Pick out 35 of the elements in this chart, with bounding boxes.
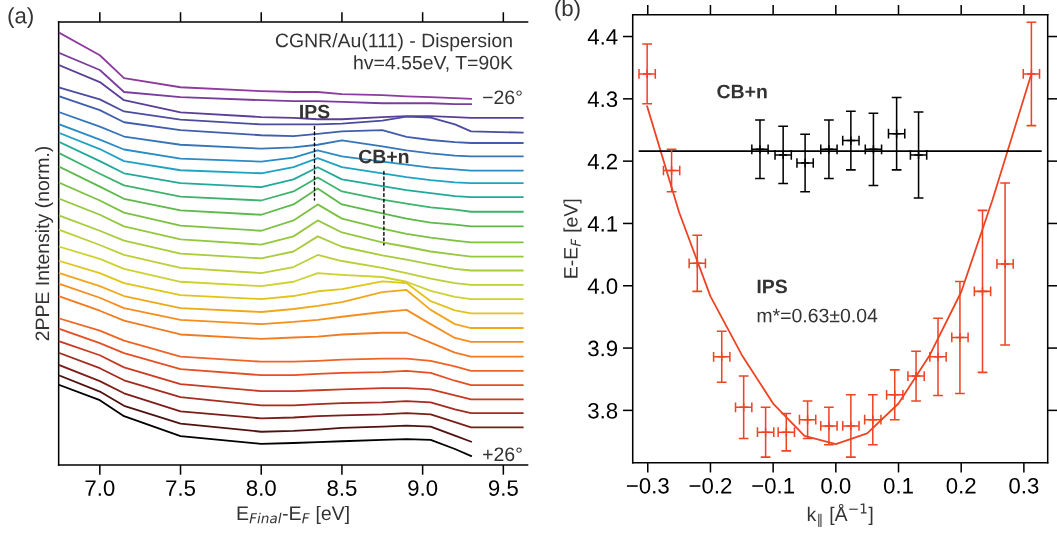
y-tick-label: 4.4: [587, 29, 618, 45]
annotation: IPS: [757, 279, 787, 294]
x-tick-label: 7.5: [166, 480, 196, 496]
x-tick-label: 8.5: [327, 480, 357, 496]
series-label: +26°: [483, 447, 522, 462]
x-tick-label: 9.5: [488, 480, 518, 496]
x-tick-label: 0.1: [883, 477, 913, 494]
annotation: CB+n: [359, 149, 409, 164]
x-tick-label: 8.0: [246, 480, 276, 496]
x-tick-label: 9.0: [408, 480, 438, 496]
series-label: −26°: [483, 90, 522, 105]
x-tick-label: 0.0: [821, 477, 851, 494]
x-tick-label: 7.0: [85, 480, 115, 496]
x-tick-label: 0.3: [1009, 477, 1039, 494]
y-axis-title: 2PPE Intensity (norm.): [34, 146, 54, 341]
annotation: CGNR/Au(111) - Dispersion: [275, 33, 512, 52]
annotation: CB+n: [717, 84, 767, 99]
y-tick-label: 4.3: [587, 91, 618, 108]
annotation: m*=0.63±0.04: [757, 308, 878, 323]
y-tick-label: 4.1: [587, 216, 618, 232]
y-tick-label: 4.0: [587, 278, 618, 295]
x-tick-label: −0.2: [689, 477, 732, 494]
annotation: hv=4.55eV, T=90K: [354, 55, 513, 72]
y-tick-label: 4.2: [587, 153, 618, 170]
chart-title: (a): [8, 7, 33, 28]
chart-title: (b): [555, 0, 580, 21]
x-tick-label: 0.2: [946, 477, 976, 494]
y-tick-label: 3.9: [588, 340, 618, 357]
x-axis-title: k$_{∥}$ [Å$^{−1}$]: [807, 503, 873, 528]
y-axis-title: E-E$_{F}$ [eV]: [563, 199, 582, 278]
x-tick-label: −0.1: [752, 477, 794, 494]
x-axis-title: E$_{Final}$-E$_{F}$ [eV]: [237, 505, 349, 524]
annotation: IPS: [300, 104, 330, 119]
x-tick-label: −0.3: [626, 477, 669, 494]
y-tick-label: 3.8: [588, 402, 618, 419]
